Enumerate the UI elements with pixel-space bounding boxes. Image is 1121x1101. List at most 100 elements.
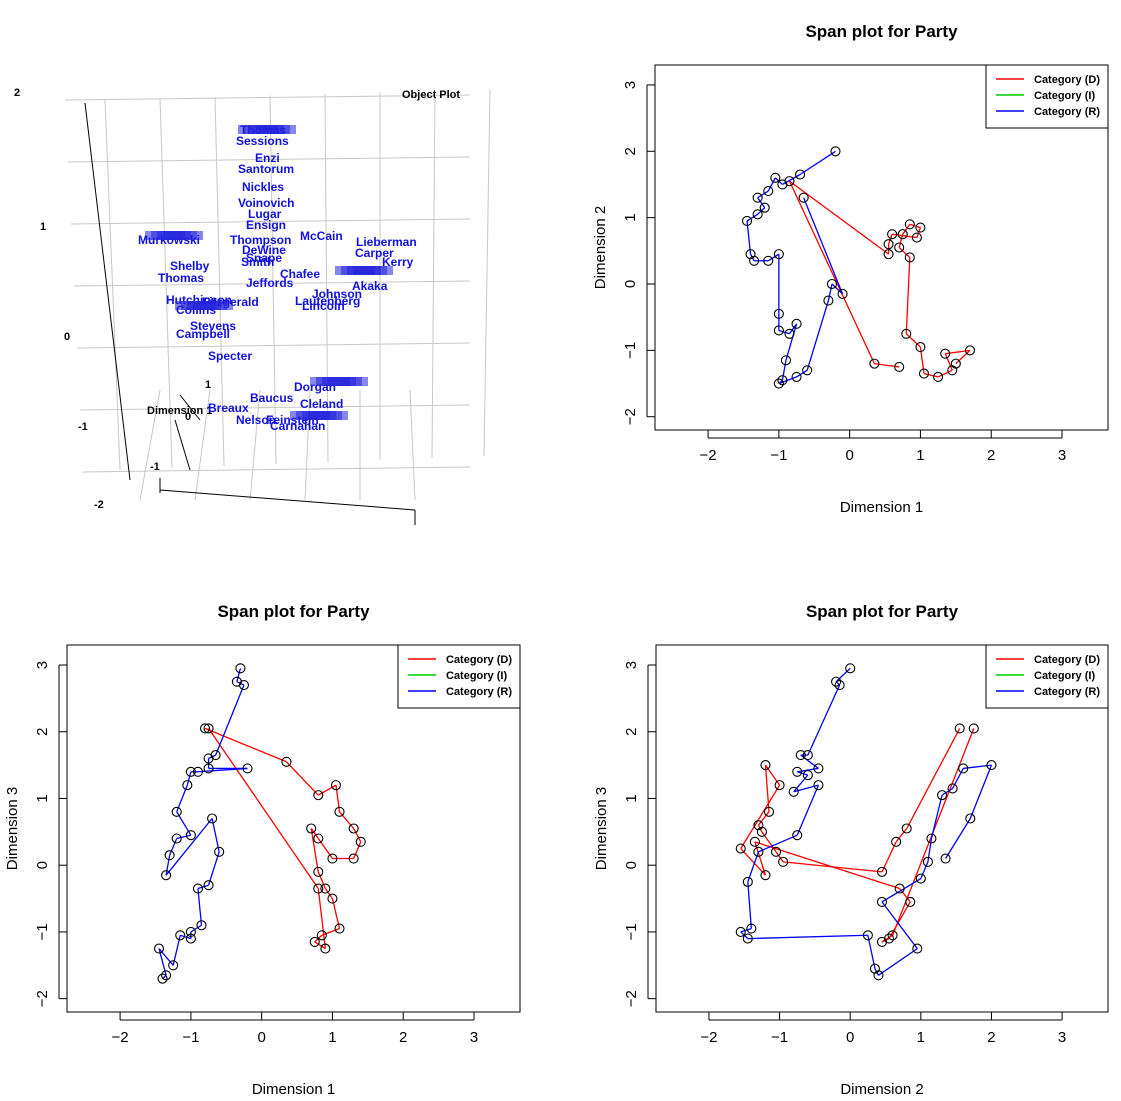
object-name: Thomas: [158, 271, 204, 285]
x-tick-label: −2: [700, 447, 717, 464]
span-segment: [881, 901, 918, 950]
span-segment: [927, 838, 933, 862]
object-name: Jeffords: [246, 276, 294, 290]
object-plot-z-ticks: 2 1 0 -1 -2 1 0 -1: [14, 87, 211, 511]
span-segment: [746, 220, 752, 255]
grid-line: [324, 93, 329, 463]
data-point: [741, 215, 753, 227]
box-edge: [84, 102, 131, 481]
span-segment: [767, 253, 780, 262]
data-point: [912, 943, 923, 954]
span-segment: [197, 884, 209, 890]
span-segment: [827, 283, 833, 301]
legend-label: Category (D): [1034, 654, 1100, 666]
legend-label: Category (I): [446, 670, 507, 682]
x-tick-label: 3: [470, 1029, 478, 1046]
plot-title: Span plot for Party: [806, 602, 959, 621]
data-point: [763, 255, 774, 266]
data-point: [735, 843, 746, 854]
object-name: Campbell: [176, 327, 230, 341]
data-point: [968, 723, 979, 734]
data-point: [749, 255, 760, 266]
object-name: Thompson: [230, 233, 291, 247]
data-point: [876, 936, 888, 947]
x-tick-label: 1: [328, 1029, 336, 1046]
data-point: [813, 780, 824, 791]
span-plot-3: Span plot for Party −2 −1 0 1 2 3 −2 −1 0 1 2 3 Dimen…: [593, 602, 1109, 1098]
span-segment: [797, 771, 809, 776]
data-point: [964, 345, 976, 356]
data-point: [192, 883, 203, 894]
grid-line: [70, 218, 471, 225]
span-segment: [317, 838, 333, 859]
data-point: [334, 806, 345, 817]
data-point: [947, 365, 958, 376]
x-tick-label: 0: [846, 1029, 854, 1046]
data-point: [309, 936, 320, 947]
y-tick-label: 1: [622, 213, 639, 221]
object-plot-grid: [64, 89, 491, 525]
object-name: Chafee: [280, 267, 320, 281]
data-point: [161, 970, 172, 981]
data-point: [777, 179, 788, 190]
grid-line: [269, 95, 277, 465]
legend-label: Category (I): [1034, 90, 1095, 102]
z-tick-label: 2: [14, 87, 20, 99]
data-point: [348, 853, 359, 864]
data-point: [203, 763, 214, 774]
box-edge: [159, 489, 416, 511]
object-name: Kerry: [382, 255, 414, 269]
data-point: [164, 850, 175, 861]
data-point: [891, 836, 902, 847]
data-point: [281, 756, 292, 767]
data-point: [171, 833, 182, 844]
object-name: Ensign: [246, 218, 286, 232]
span-segment: [881, 934, 893, 943]
span-segment: [165, 818, 213, 876]
data-point: [742, 876, 753, 887]
data-point: [792, 830, 803, 841]
object-name: Shelby: [170, 259, 210, 273]
data-point: [894, 883, 905, 894]
span-segment: [236, 668, 242, 682]
span-segment: [757, 197, 766, 209]
span-segment: [165, 855, 171, 876]
span-segment: [180, 934, 192, 940]
span-plot-panels: Span plot for Party −2 −1 0 1 2 3 −2 −1 0 1 2 3 Dimen…: [4, 22, 1109, 1098]
span-segment: [158, 948, 174, 966]
object-name: Stevens: [190, 319, 236, 333]
y-tick-label: −1: [622, 342, 639, 359]
x-axis-label: Dimension 1: [252, 1081, 335, 1098]
span-segment: [905, 333, 921, 348]
legend-label: Category (R): [446, 686, 512, 698]
data-point: [926, 833, 937, 844]
data-point: [242, 763, 253, 774]
object-name: Carnahan: [270, 419, 325, 433]
span-segment: [793, 774, 809, 793]
span-segment: [775, 851, 784, 863]
span-plot-1: Span plot for Party −2 −1 0 1 2 3 −2 −1 0 1 2 3 Dimen…: [592, 22, 1109, 516]
grid-line: [64, 94, 471, 101]
data-point: [904, 252, 915, 263]
data-point: [759, 202, 770, 213]
span-segment: [747, 934, 868, 940]
data-point: [348, 823, 359, 834]
data-point: [778, 856, 789, 867]
data-point: [936, 790, 948, 801]
span-segment: [353, 828, 362, 843]
data-point: [320, 883, 331, 894]
data-point: [207, 813, 218, 824]
y-axis-label: Dimension 3: [593, 787, 610, 870]
span-segment: [758, 834, 798, 853]
object-name: DeWine: [242, 243, 286, 257]
span-segment: [754, 841, 900, 890]
data-point: [802, 365, 813, 376]
object-plot-3d: Object Plot Dimension 1 2 1 0 -1 -2 1 0 -1 Thom…: [14, 87, 491, 525]
span-segment: [923, 372, 939, 378]
x-axis-label: Dimension 1: [840, 499, 923, 516]
x-tick-label: 0: [257, 1029, 265, 1046]
data-point: [784, 328, 795, 339]
span-segment: [740, 784, 781, 849]
span-segment: [197, 888, 203, 926]
